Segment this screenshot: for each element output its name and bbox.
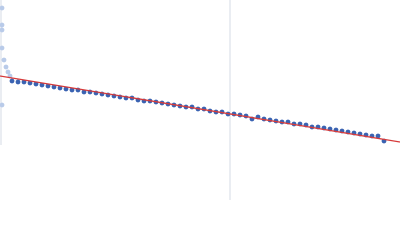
- point: [0, 22, 5, 28]
- point: [63, 86, 69, 92]
- fit-line: [0, 75, 400, 143]
- point: [33, 81, 39, 87]
- point: [15, 79, 21, 85]
- point: [375, 133, 381, 139]
- page: {"chart_data": {"type": "scatter", "xlim…: [0, 0, 400, 200]
- point: [0, 45, 5, 51]
- chart: [0, 0, 400, 200]
- point: [69, 87, 75, 93]
- point: [45, 83, 51, 89]
- point: [81, 89, 87, 95]
- point: [0, 27, 5, 33]
- point: [9, 78, 15, 84]
- point: [39, 82, 45, 88]
- point: [5, 69, 11, 75]
- point: [3, 64, 9, 70]
- point: [0, 102, 5, 108]
- point: [0, 5, 5, 11]
- point: [57, 85, 63, 91]
- point: [1, 57, 7, 63]
- point: [51, 84, 57, 90]
